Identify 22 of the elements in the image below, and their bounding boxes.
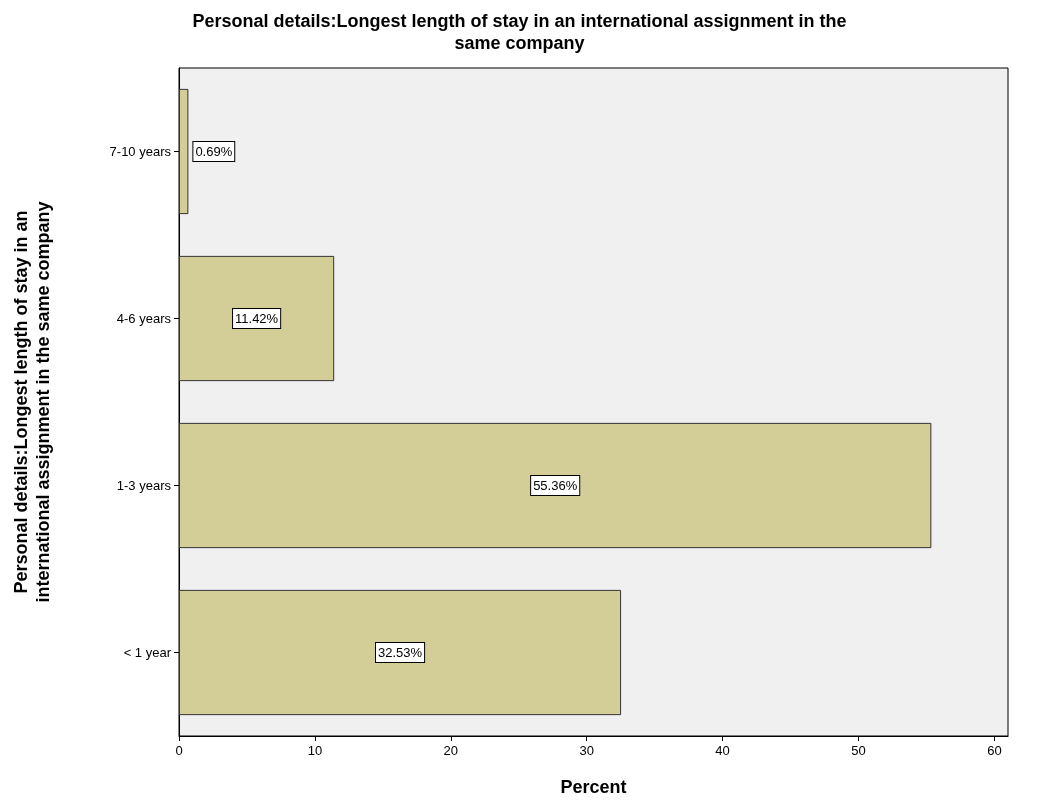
bar xyxy=(179,589,622,716)
x-tick-label: 20 xyxy=(443,743,459,758)
bar xyxy=(179,422,932,549)
data-label: 11.42% xyxy=(235,311,279,326)
x-tick-label: 0 xyxy=(175,743,183,758)
bar xyxy=(179,255,335,382)
x-axis-title: Percent xyxy=(560,777,627,797)
y-tick-label: 4-6 years xyxy=(116,311,172,326)
x-tick-label: 60 xyxy=(987,743,1002,758)
y-tick-label: < 1 year xyxy=(123,645,172,660)
data-label: 0.69% xyxy=(195,144,233,159)
data-label: 55.36% xyxy=(533,478,578,493)
data-label: 32.53% xyxy=(378,645,423,660)
y-tick-label: 7-10 years xyxy=(109,144,172,159)
x-tick-label: 50 xyxy=(851,743,866,758)
y-tick-label: 1-3 years xyxy=(116,478,172,493)
x-tick-label: 10 xyxy=(307,743,323,758)
y-axis-title: Personal details:Longest length of stay in an international assignment in the same company xyxy=(11,201,53,603)
x-tick-label: 30 xyxy=(579,743,594,758)
x-tick-label: 40 xyxy=(715,743,730,758)
bar xyxy=(179,88,189,215)
chart-title: Personal details:Longest length of stay in an international assignment in the same company xyxy=(192,11,847,53)
